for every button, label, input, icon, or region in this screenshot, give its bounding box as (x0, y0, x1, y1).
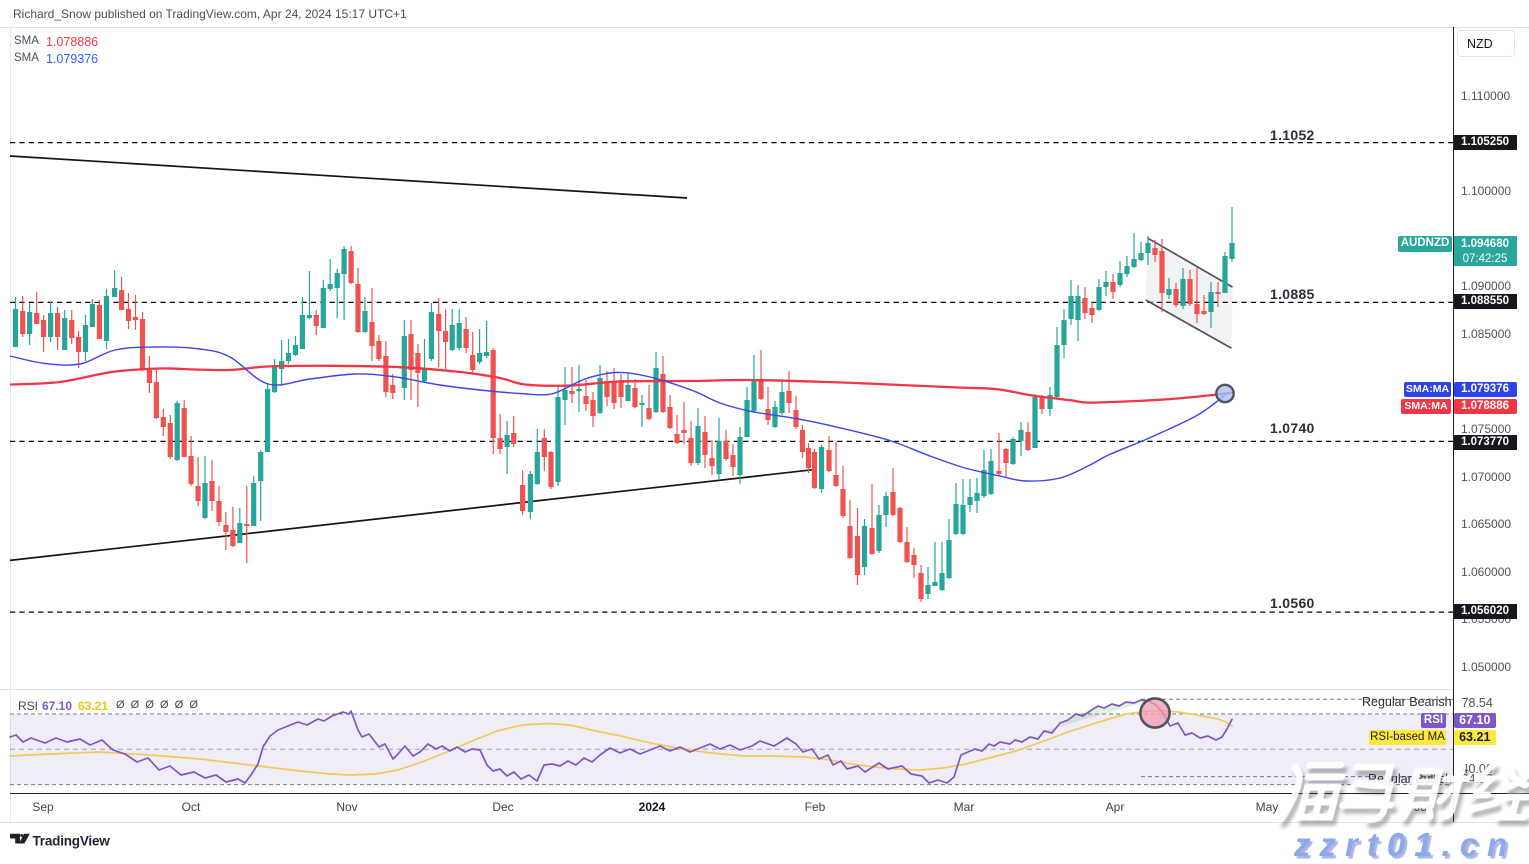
svg-text:TradingView: TradingView (33, 833, 111, 848)
